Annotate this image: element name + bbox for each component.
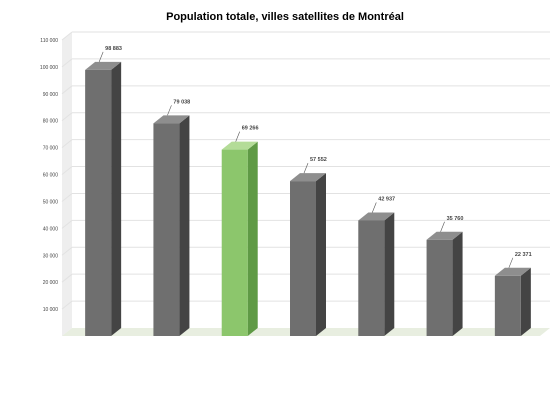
bar-side xyxy=(520,267,531,336)
label-leader xyxy=(508,257,514,268)
chart-title: Population totale, villes satellites de … xyxy=(166,11,404,23)
bar xyxy=(494,267,531,336)
gridline-depth xyxy=(61,166,73,175)
bar-side xyxy=(384,212,395,336)
y-tick-label: 10 000 xyxy=(43,307,59,313)
bar xyxy=(221,141,258,336)
label-leader xyxy=(440,221,445,232)
y-tick-label: 70 000 xyxy=(43,146,59,152)
gridline-depth xyxy=(61,193,73,202)
bar-side xyxy=(247,141,258,336)
bar-top xyxy=(221,141,258,150)
gridline-depth xyxy=(61,219,73,229)
y-tick-label: 60 000 xyxy=(43,173,59,179)
bars xyxy=(85,61,531,337)
bar-side xyxy=(111,61,122,337)
data-label: 42 937 xyxy=(378,196,395,202)
data-label: 98 883 xyxy=(105,46,122,52)
bar-top xyxy=(85,61,122,70)
y-tick-label: 110 000 xyxy=(40,38,58,44)
y-tick-label: 20 000 xyxy=(43,280,59,286)
gridline-depth xyxy=(61,273,73,283)
gridline-depth xyxy=(61,31,73,41)
data-label: 79 038 xyxy=(173,99,190,105)
gridline-depth xyxy=(61,139,73,149)
y-tick-label: 50 000 xyxy=(43,199,59,205)
label-leader xyxy=(235,131,240,142)
y-tick-label: 100 000 xyxy=(40,65,58,71)
y-tick-label: 30 000 xyxy=(43,253,59,259)
gridline-depth xyxy=(61,246,73,256)
label-leader xyxy=(372,202,377,213)
y-tick-label: 90 000 xyxy=(43,92,59,98)
bar-top xyxy=(494,267,531,276)
bar xyxy=(426,231,463,336)
bar-side xyxy=(179,115,190,337)
gridline-depth xyxy=(61,58,73,68)
gridline-depth xyxy=(61,300,73,310)
bar xyxy=(153,115,190,337)
bar xyxy=(290,173,326,336)
bar-top xyxy=(153,115,190,124)
bar-top xyxy=(290,173,326,182)
data-label: 22 371 xyxy=(515,252,532,258)
bar-front xyxy=(426,239,453,336)
gridline-depth xyxy=(61,112,73,122)
y-tick-label: 80 000 xyxy=(43,119,59,125)
bar-front xyxy=(494,275,521,336)
gridline-depth xyxy=(61,85,73,95)
bar-top xyxy=(358,212,395,221)
bar-front xyxy=(85,69,112,337)
side-wall xyxy=(62,32,72,336)
bar-front xyxy=(221,149,248,336)
bar xyxy=(358,212,395,336)
bar-side xyxy=(452,231,463,336)
label-leader xyxy=(98,51,104,63)
data-label: 35 760 xyxy=(447,216,464,222)
bar-side xyxy=(316,173,326,336)
data-labels: 98 883 79 038 69 266 57 552 42 937 35 760 22 3… xyxy=(98,46,532,268)
data-label: 57 552 xyxy=(310,157,327,163)
bar-front xyxy=(290,181,316,336)
bar-front xyxy=(153,123,180,337)
bar xyxy=(85,61,122,337)
y-tick-label: 40 000 xyxy=(43,226,59,232)
label-leader xyxy=(167,105,172,116)
bar-front xyxy=(358,220,385,336)
y-axis: 10 000 20 000 30 000 40 000 50 000 60 000 70 0… xyxy=(40,38,58,313)
label-leader xyxy=(303,163,309,174)
bar-top xyxy=(426,231,463,240)
data-label: 69 266 xyxy=(242,126,259,132)
